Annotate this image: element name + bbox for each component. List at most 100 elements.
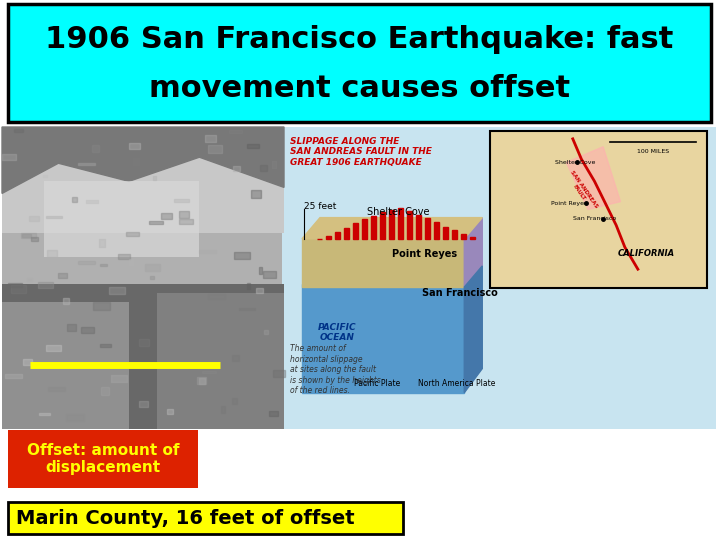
Bar [264,330,268,334]
Bar [81,327,94,333]
Bar [5,374,22,379]
Bar [157,293,284,429]
Bar [153,176,156,180]
Bar [22,234,31,237]
Bar [282,127,716,429]
Bar [344,228,349,239]
Bar [92,145,99,152]
Bar [132,363,146,367]
Bar [398,208,403,239]
Bar [100,264,107,266]
Bar [2,302,129,429]
Bar [23,359,32,365]
Bar [259,267,262,274]
Bar [129,259,133,265]
Bar [248,144,258,148]
Bar [272,161,276,168]
Bar [12,285,26,293]
Bar [58,273,67,278]
Bar [239,308,256,310]
Bar [38,282,53,288]
Bar [111,375,127,382]
Text: SAN ANDREAS
FAULT: SAN ANDREAS FAULT [564,170,598,212]
Bar [425,218,430,239]
Text: Shelter Cove: Shelter Cove [555,160,595,165]
Bar [2,154,16,159]
Bar [31,237,37,241]
Bar [174,199,189,202]
Bar [45,181,199,257]
Bar [326,236,331,239]
Text: San Francisco: San Francisco [573,217,616,221]
Bar [161,213,172,219]
Polygon shape [566,147,621,210]
Bar [78,261,94,264]
Bar [48,250,57,257]
Bar [2,284,284,429]
Bar [273,370,285,377]
Bar [150,276,153,279]
Bar [93,302,110,310]
Text: Offset: amount of
displacement: Offset: amount of displacement [27,443,179,475]
Bar [470,237,475,239]
Bar [67,325,76,331]
Bar [135,167,143,172]
Bar [99,239,105,247]
Bar [335,232,340,239]
Polygon shape [2,127,284,193]
Bar [188,366,197,368]
Polygon shape [302,218,482,239]
Bar [66,414,84,421]
Bar [101,387,109,395]
Bar [14,130,23,132]
Bar [63,298,69,305]
Bar [32,374,38,381]
Text: 25 feet: 25 feet [304,202,336,211]
Bar [179,219,194,225]
Bar [109,287,125,294]
Bar [145,264,160,271]
Bar [208,145,222,153]
Bar [166,409,173,415]
Bar [43,175,47,177]
Bar [8,430,198,488]
Bar [140,401,148,407]
Bar [78,163,94,165]
Bar [232,355,239,361]
Bar [100,344,111,347]
Bar [46,215,63,219]
Bar [9,283,22,287]
Bar [139,339,148,346]
Bar [263,272,276,278]
Polygon shape [302,284,464,393]
Bar [389,210,394,239]
Bar [260,165,266,171]
Bar [202,371,216,373]
Text: Point Reyes: Point Reyes [551,201,588,206]
Bar [129,144,140,149]
Text: PACIFIC
OCEAN: PACIFIC OCEAN [318,323,356,342]
Bar [490,131,707,288]
Bar [434,222,439,239]
Bar [72,197,77,202]
Bar [371,215,376,239]
Text: movement causes offset: movement causes offset [149,75,570,104]
Bar [234,252,251,259]
Bar [232,399,237,404]
Bar [251,191,261,198]
Text: San Francisco: San Francisco [422,288,498,298]
Bar [2,127,284,233]
Bar [8,502,403,534]
Text: The amount of
horizontal slippage
at sites along the fault
is shown by the heigh: The amount of horizontal slippage at sit… [290,345,381,395]
Bar [205,136,215,142]
Bar [179,211,189,218]
Bar [416,214,421,239]
Text: Point Reyes: Point Reyes [392,249,457,259]
Polygon shape [302,239,464,287]
Bar [2,127,284,429]
Bar [48,387,65,390]
Bar [362,219,367,239]
Bar [443,227,448,239]
Bar [148,221,163,224]
Text: SLIPPAGE ALONG THE
SAN ANDREAS FAULT IN THE
GREAT 1906 EARTHQUAKE: SLIPPAGE ALONG THE SAN ANDREAS FAULT IN … [290,137,432,167]
